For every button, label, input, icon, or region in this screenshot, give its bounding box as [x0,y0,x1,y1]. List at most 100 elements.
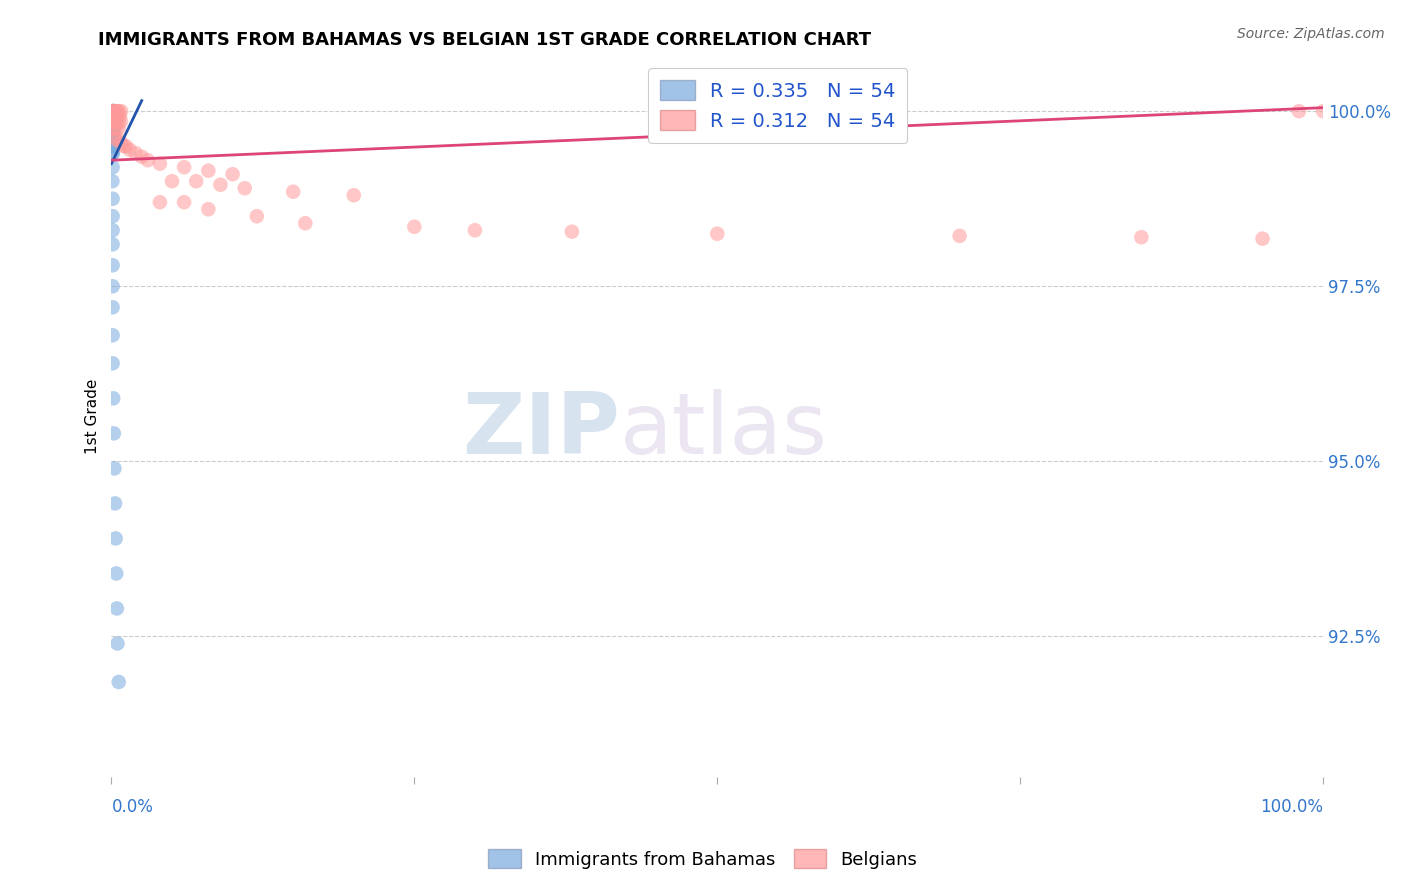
Legend: R = 0.335   N = 54, R = 0.312   N = 54: R = 0.335 N = 54, R = 0.312 N = 54 [648,69,907,143]
Point [105,121,128,136]
Point [103,109,125,123]
Point [221,167,243,181]
Point [103,114,125,128]
Point [343,188,366,202]
Point [107,132,129,146]
Point [101,139,124,153]
Point [105,566,128,581]
Text: 0.0%: 0.0% [111,797,153,815]
Point [101,114,124,128]
Point [136,153,159,168]
Point [101,109,124,123]
Point [105,114,128,128]
Point [131,150,153,164]
Text: 100.0%: 100.0% [1260,797,1323,815]
Point [103,120,125,134]
Point [101,109,124,123]
Point [107,104,129,119]
Point [149,195,172,210]
Point [110,114,132,128]
Point [104,109,127,123]
Point [105,601,128,615]
Point [101,104,124,119]
Text: atlas: atlas [620,389,828,472]
Point [173,160,195,174]
Point [108,109,131,123]
Point [103,125,125,139]
Point [103,392,125,406]
Point [107,114,129,128]
Point [107,121,129,136]
Point [464,223,486,237]
Point [186,174,208,188]
Point [101,114,124,128]
Point [103,114,125,128]
Point [101,104,124,119]
Point [101,356,124,370]
Point [110,104,132,119]
Point [124,146,146,161]
Point [103,461,125,475]
Text: IMMIGRANTS FROM BAHAMAS VS BELGIAN 1ST GRADE CORRELATION CHART: IMMIGRANTS FROM BAHAMAS VS BELGIAN 1ST G… [98,31,872,49]
Point [101,174,124,188]
Point [105,104,128,119]
Point [103,132,125,146]
Point [103,104,125,119]
Point [101,120,124,134]
Point [101,109,124,123]
Point [101,120,124,134]
Point [1251,232,1274,246]
Point [101,120,124,134]
Point [101,125,124,139]
Point [101,114,124,128]
Point [101,300,124,314]
Point [104,532,127,546]
Point [160,174,183,188]
Point [107,109,129,123]
Point [115,139,138,153]
Point [101,120,124,134]
Point [103,114,125,128]
Point [101,237,124,252]
Point [103,104,125,119]
Point [103,109,125,123]
Y-axis label: 1st Grade: 1st Grade [86,378,100,453]
Point [101,114,124,128]
Text: ZIP: ZIP [463,389,620,472]
Point [118,143,141,157]
Point [104,496,127,510]
Point [103,104,125,119]
Point [1312,104,1334,119]
Point [101,146,124,161]
Point [101,104,124,119]
Point [101,328,124,343]
Point [104,104,127,119]
Point [104,114,127,128]
Point [103,104,125,119]
Point [103,121,125,136]
Point [561,225,583,239]
Point [107,675,129,690]
Point [101,209,124,223]
Point [706,227,728,241]
Point [101,104,124,119]
Legend: Immigrants from Bahamas, Belgians: Immigrants from Bahamas, Belgians [481,842,925,876]
Point [101,223,124,237]
Point [949,228,972,243]
Point [112,139,135,153]
Point [101,109,124,123]
Point [101,279,124,293]
Point [1288,104,1310,119]
Point [101,192,124,206]
Point [107,104,129,119]
Point [209,178,232,192]
Point [197,202,219,217]
Point [104,132,127,146]
Point [404,219,426,234]
Point [101,109,124,123]
Point [233,181,256,195]
Point [1130,230,1153,244]
Point [101,160,124,174]
Point [103,139,125,153]
Point [103,104,125,119]
